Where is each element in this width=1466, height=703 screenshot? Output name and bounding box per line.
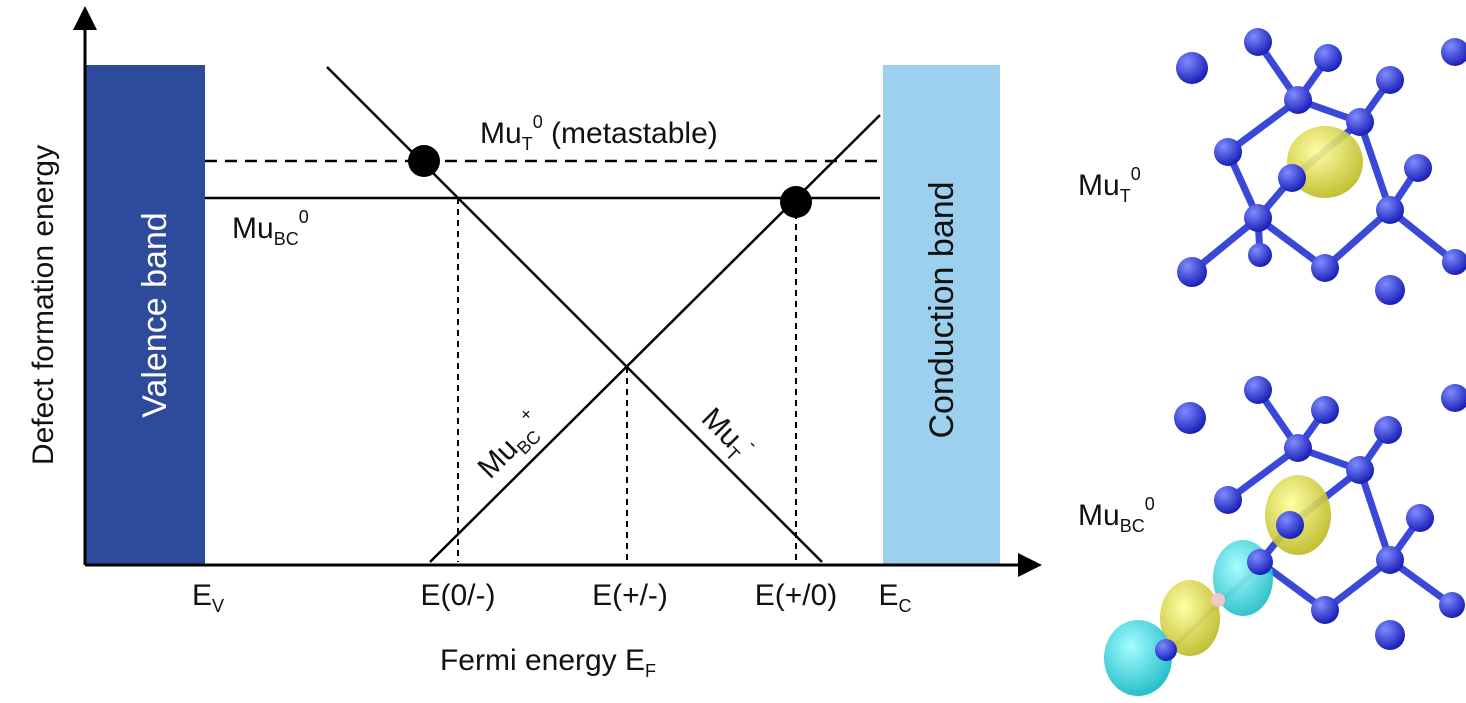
tick-sub: C <box>899 596 912 616</box>
label-sub: T <box>1120 186 1131 206</box>
tick-ep0: E(+/0) <box>755 579 838 612</box>
structure-bottom-label: MuBC0 <box>1078 494 1155 536</box>
structure-bottom <box>1104 376 1466 696</box>
tick-ev: EV <box>192 579 224 616</box>
label-sup: - <box>744 435 762 453</box>
x-label-text: Fermi energy E <box>440 644 645 677</box>
conduction-label: Conduction band <box>923 181 961 438</box>
label-base: Mu <box>232 212 274 245</box>
label-base: Mu <box>1078 169 1120 202</box>
tick-base: E <box>192 579 212 612</box>
label-sup: 0 <box>1131 164 1141 184</box>
label-sup: 0 <box>299 207 309 227</box>
tick-ec: EC <box>878 579 911 616</box>
mut0-label: MuT0 (metastable) <box>480 112 718 154</box>
tick-sub: V <box>212 596 224 616</box>
valence-label: Valence band <box>136 212 174 417</box>
diagram: Valence band Conduction band Defect form… <box>0 0 1466 703</box>
label-suffix: (metastable) <box>543 117 718 150</box>
tick-epm: E(+/-) <box>592 579 668 612</box>
mubc-plus-label: MuBC+ <box>468 403 552 487</box>
label-sub: T <box>522 134 533 154</box>
mubc0-label: MuBC0 <box>232 207 309 249</box>
label-base: Mu <box>480 117 522 150</box>
y-axis-label: Defect formation energy <box>27 145 60 465</box>
structure-top <box>1176 28 1466 305</box>
label-sup: + <box>515 403 537 425</box>
crossing-dot <box>780 186 812 218</box>
tick-base: E <box>878 579 898 612</box>
label-base: Mu <box>1078 499 1120 532</box>
x-label-sub: F <box>645 661 656 681</box>
x-axis-label: Fermi energy EF <box>440 644 656 681</box>
crossing-dot <box>408 145 440 177</box>
label-sup: 0 <box>533 112 543 132</box>
mut-minus-label: MuT- <box>692 398 763 469</box>
label-sup: 0 <box>1145 494 1155 514</box>
mubc-plus-line <box>430 115 880 562</box>
structure-top-label: MuT0 <box>1078 164 1141 206</box>
label-sub: BC <box>1120 516 1145 536</box>
tick-e0m: E(0/-) <box>421 579 496 612</box>
label-sub: BC <box>274 229 299 249</box>
